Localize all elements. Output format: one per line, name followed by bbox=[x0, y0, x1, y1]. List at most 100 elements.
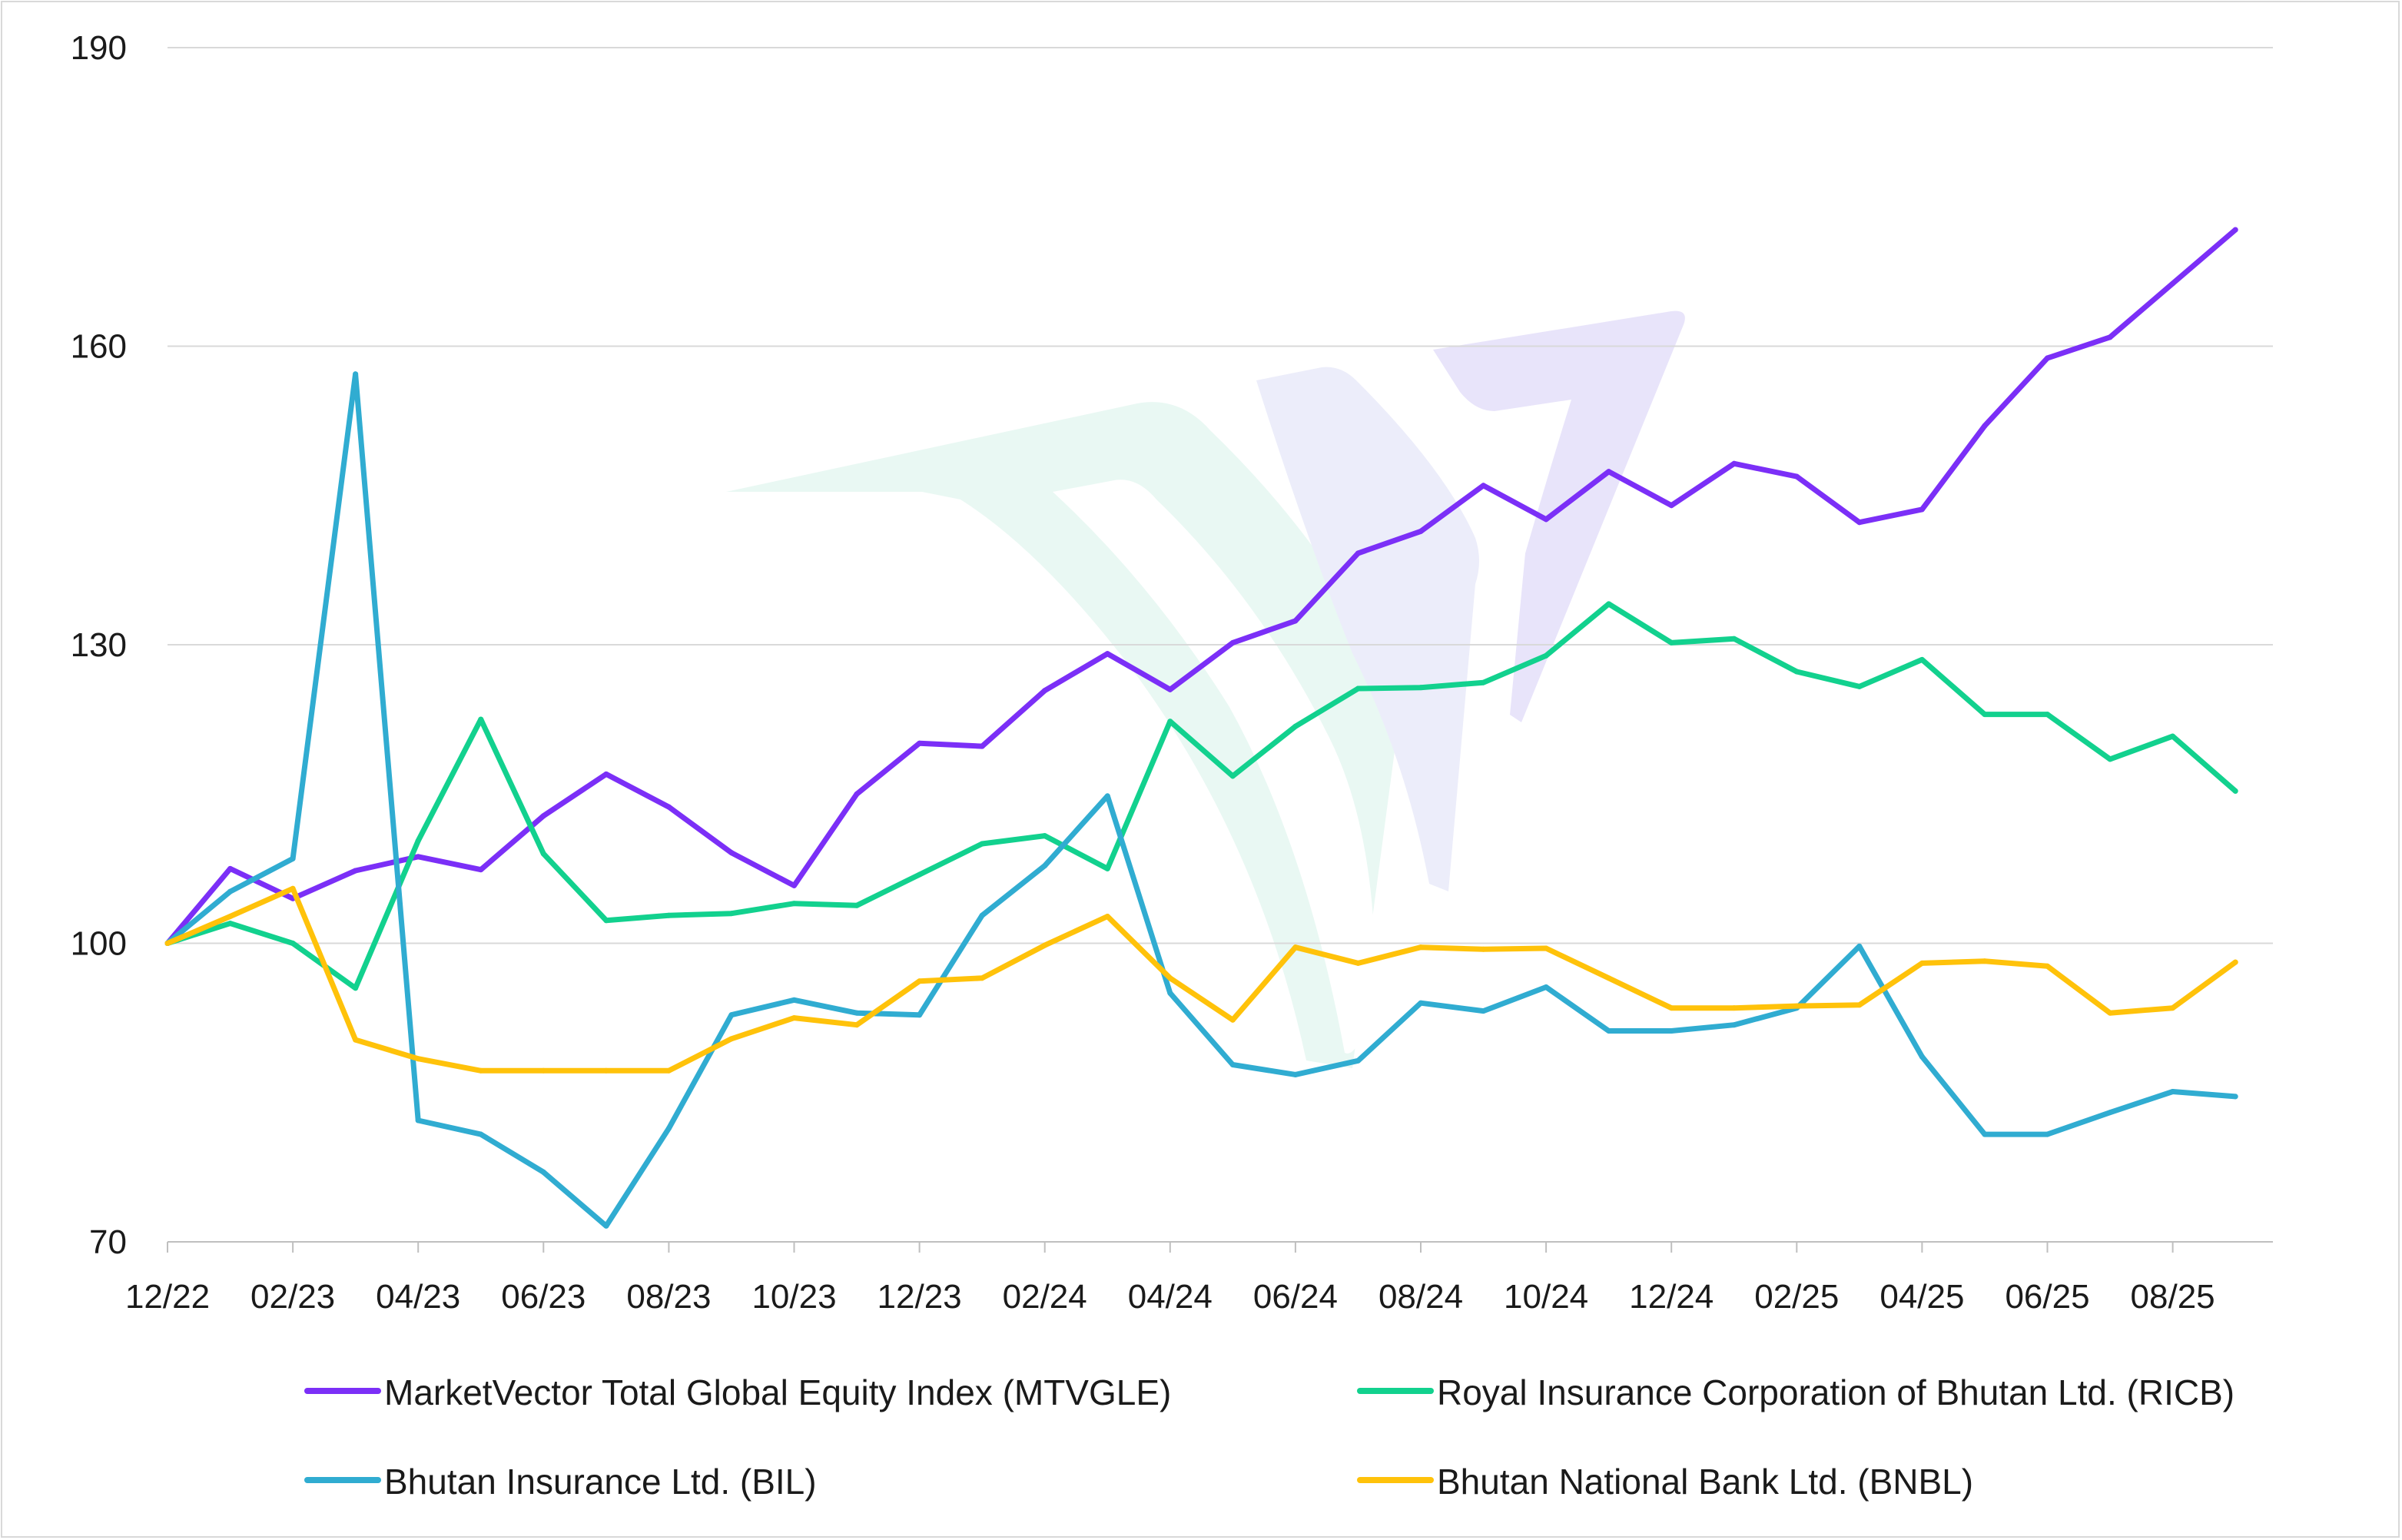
data-point bbox=[728, 1036, 735, 1042]
x-tick-label: 02/25 bbox=[1754, 1278, 1839, 1316]
data-point bbox=[979, 743, 985, 749]
x-tick-label: 08/23 bbox=[626, 1278, 711, 1316]
data-point bbox=[1731, 1022, 1737, 1028]
data-point bbox=[478, 1131, 484, 1137]
data-point bbox=[2107, 1110, 2113, 1116]
data-point bbox=[603, 1067, 609, 1074]
data-point bbox=[1982, 423, 1988, 429]
data-point bbox=[665, 804, 672, 810]
data-point bbox=[979, 841, 985, 847]
data-point bbox=[1793, 473, 1800, 480]
data-point bbox=[164, 941, 171, 946]
data-point bbox=[2045, 712, 2050, 718]
series-line-2 bbox=[164, 371, 2238, 1229]
y-axis-tick-labels: 70 100 130 160 190 bbox=[71, 29, 127, 1261]
data-point bbox=[979, 975, 985, 981]
data-point bbox=[917, 1012, 923, 1018]
data-point bbox=[2107, 334, 2113, 340]
data-point bbox=[2107, 756, 2113, 762]
data-point bbox=[1167, 719, 1173, 725]
data-point bbox=[1543, 984, 1549, 990]
y-tick-label: 190 bbox=[71, 29, 127, 67]
data-point bbox=[1418, 528, 1424, 534]
data-point bbox=[1418, 944, 1424, 951]
data-point bbox=[1481, 946, 1487, 952]
data-point bbox=[1229, 639, 1236, 646]
data-point bbox=[1229, 773, 1236, 779]
data-point bbox=[603, 771, 609, 777]
data-point bbox=[1229, 1017, 1236, 1023]
data-point bbox=[1982, 712, 1988, 718]
data-point bbox=[1982, 1131, 1988, 1137]
data-point bbox=[1292, 1071, 1299, 1077]
data-point bbox=[1481, 679, 1487, 685]
y-tick-label: 100 bbox=[71, 925, 127, 963]
data-point bbox=[1606, 975, 1612, 981]
data-point bbox=[791, 1015, 797, 1021]
data-point bbox=[665, 1067, 672, 1074]
data-point bbox=[1543, 945, 1549, 951]
data-point bbox=[290, 941, 296, 946]
data-point bbox=[2170, 1088, 2176, 1094]
data-point bbox=[227, 865, 234, 871]
data-point bbox=[979, 912, 985, 918]
data-point bbox=[2170, 733, 2176, 739]
legend: MarketVector Total Global Equity Index (… bbox=[304, 1372, 2234, 1502]
legend-label: Bhutan National Bank Ltd. (BNBL) bbox=[1437, 1462, 1973, 1502]
data-point bbox=[540, 1169, 546, 1175]
series-lines bbox=[164, 227, 2238, 1229]
data-point bbox=[353, 1037, 359, 1043]
data-point bbox=[2170, 1005, 2176, 1011]
data-point bbox=[2045, 355, 2050, 361]
data-point bbox=[1229, 1061, 1236, 1067]
data-point bbox=[1104, 865, 1110, 871]
data-point bbox=[1042, 688, 1048, 694]
data-point bbox=[791, 901, 797, 907]
data-point bbox=[603, 918, 609, 924]
y-tick-label: 130 bbox=[71, 626, 127, 664]
data-point bbox=[1856, 683, 1863, 689]
data-point bbox=[1355, 550, 1361, 556]
data-point bbox=[1919, 656, 1925, 662]
data-point bbox=[1668, 1027, 1674, 1034]
x-tick-label: 08/25 bbox=[2131, 1278, 2215, 1316]
data-point bbox=[1793, 669, 1800, 675]
data-point bbox=[1856, 943, 1863, 949]
data-point bbox=[854, 1022, 860, 1028]
axes bbox=[167, 1241, 2273, 1253]
data-point bbox=[917, 871, 923, 878]
data-point bbox=[1042, 833, 1048, 839]
x-tick-label: 04/25 bbox=[1879, 1278, 1964, 1316]
x-tick-label: 12/22 bbox=[125, 1278, 210, 1316]
data-point bbox=[665, 912, 672, 918]
data-point bbox=[227, 921, 234, 927]
x-tick-label: 12/23 bbox=[878, 1278, 962, 1316]
x-tick-label: 04/23 bbox=[376, 1278, 460, 1316]
data-point bbox=[665, 1125, 672, 1131]
data-point bbox=[1668, 639, 1674, 646]
data-point bbox=[290, 885, 296, 891]
data-point bbox=[1668, 503, 1674, 509]
data-point bbox=[917, 978, 923, 984]
data-point bbox=[227, 888, 234, 894]
data-point bbox=[478, 1067, 484, 1074]
data-point bbox=[1856, 519, 1863, 526]
x-tick-label: 06/25 bbox=[2005, 1278, 2089, 1316]
data-point bbox=[728, 850, 735, 856]
data-point bbox=[1292, 618, 1299, 624]
data-point bbox=[2107, 1010, 2113, 1016]
data-point bbox=[2232, 227, 2238, 233]
x-tick-label: 06/24 bbox=[1253, 1278, 1338, 1316]
x-tick-label: 06/23 bbox=[501, 1278, 586, 1316]
data-point bbox=[1731, 460, 1737, 466]
data-point bbox=[1982, 958, 1988, 964]
data-point bbox=[1731, 636, 1737, 642]
data-point bbox=[1919, 1054, 1925, 1060]
data-point bbox=[2170, 280, 2176, 287]
data-point bbox=[1919, 506, 1925, 513]
data-point bbox=[415, 1117, 421, 1123]
series-line-1 bbox=[164, 601, 2238, 991]
data-point bbox=[1418, 685, 1424, 691]
